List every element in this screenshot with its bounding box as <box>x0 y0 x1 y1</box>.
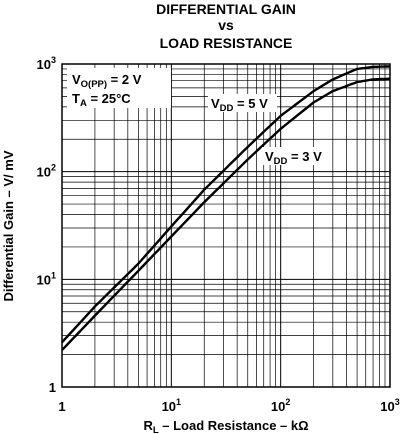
chart-title-line-1: DIFFERENTIAL GAIN <box>156 1 296 17</box>
series-label-vdd-3v: VDD = 3 V <box>265 149 322 167</box>
x-axis-label: RL – Load Resistance – kΩ <box>143 418 308 435</box>
plot-frame <box>61 63 391 388</box>
series-label-bg-vdd5 <box>208 94 277 112</box>
conditions-box <box>67 68 171 108</box>
y-tick-label: 101 <box>37 270 56 287</box>
y-tick-labels: 1 101 102 103 <box>37 55 56 395</box>
series-line-vdd-3v <box>61 77 391 351</box>
x-tick-labels: 1 101 102 103 <box>58 397 399 414</box>
series-label-vdd-5v: VDD = 5 V <box>211 96 268 114</box>
x-tick-label: 102 <box>271 397 290 414</box>
chart-title-line-2: vs <box>218 17 234 33</box>
series-label-bg-vdd3 <box>262 147 331 165</box>
grid-lines <box>62 64 390 387</box>
x-tick-label: 1 <box>58 399 65 414</box>
condition-ta: TA = 25°C <box>72 91 131 109</box>
y-tick-label: 103 <box>37 55 56 72</box>
series-group <box>61 65 391 351</box>
y-tick-label: 1 <box>49 380 56 395</box>
series-line-vdd-5v <box>61 65 391 344</box>
x-tick-label: 103 <box>380 397 399 414</box>
y-tick-label: 102 <box>37 163 56 180</box>
x-tick-label: 101 <box>162 397 181 414</box>
y-axis-label: Differential Gain – V/ mV <box>1 150 16 301</box>
condition-vo-pp: VO(PP) = 2 V <box>72 72 142 90</box>
chart-title-line-3: LOAD RESISTANCE <box>160 35 293 51</box>
